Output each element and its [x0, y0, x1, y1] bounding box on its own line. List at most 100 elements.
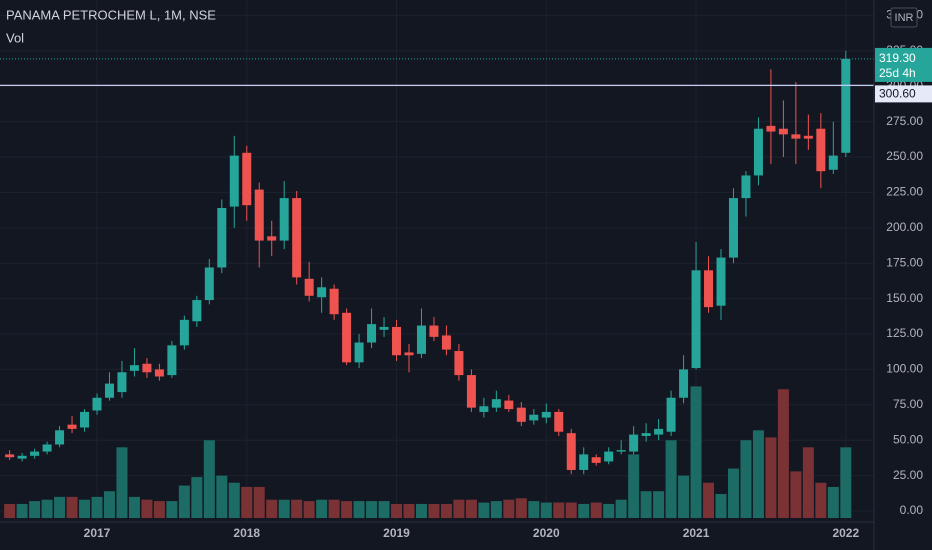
candle-body [179, 319, 189, 346]
candle-body [142, 363, 152, 373]
y-tick-label: 200.00 [886, 220, 923, 234]
volume-bar [66, 496, 78, 519]
y-tick-label: 25.00 [893, 468, 923, 482]
candle-body [566, 433, 576, 470]
candle-body [217, 208, 227, 268]
candle-body [741, 175, 751, 199]
x-tick-label: 2017 [84, 526, 111, 540]
candle-body [479, 406, 489, 412]
volume-bar [715, 494, 727, 519]
volume-bar [540, 502, 552, 519]
volume-bar [428, 503, 440, 519]
candle-body [304, 278, 314, 296]
volume-bar [690, 386, 702, 519]
candle-body [392, 326, 402, 356]
y-tick-label: 100.00 [886, 362, 923, 376]
candle-body [441, 335, 451, 350]
volume-bar [752, 430, 764, 519]
x-tick-label: 2021 [683, 526, 710, 540]
volume-bar [740, 440, 752, 519]
volume-bar [391, 503, 403, 519]
volume-bar [827, 486, 839, 519]
volume-bar [116, 447, 128, 519]
volume-bar [228, 482, 240, 519]
volume-bar [565, 502, 577, 519]
volume-bar [91, 496, 103, 519]
candle-body [816, 128, 826, 172]
candle-body [803, 135, 813, 139]
volume-bar [503, 499, 515, 519]
candle-body [42, 444, 52, 452]
candle-body [604, 451, 614, 462]
candle-body [416, 325, 426, 354]
candle-body [55, 430, 65, 445]
candle-body [317, 287, 327, 298]
volume-bar [103, 491, 115, 519]
volume-bar [328, 499, 340, 519]
candle-body [529, 414, 539, 421]
candle-body [342, 312, 352, 363]
candle-body [104, 383, 114, 398]
candle-body [454, 351, 464, 376]
candle-body [516, 407, 526, 422]
volume-bar [528, 501, 540, 519]
candle-body [5, 454, 15, 458]
y-tick-label: 75.00 [893, 397, 923, 411]
y-tick-label: 225.00 [886, 185, 923, 199]
volume-bar [353, 501, 365, 519]
candle-layer [5, 50, 851, 475]
volume-bar [54, 496, 66, 519]
volume-bar [578, 503, 590, 519]
volume-bar [278, 499, 290, 519]
volume-bar [79, 499, 91, 519]
candle-body [641, 433, 651, 436]
candle-body [354, 342, 364, 363]
candle-body [616, 450, 626, 452]
x-tick-label: 2020 [533, 526, 560, 540]
candle-body [466, 375, 476, 408]
volume-bar [653, 491, 665, 519]
volume-bar [378, 501, 390, 519]
volume-bar [29, 501, 41, 519]
candle-body [329, 288, 339, 315]
y-tick-label: 0.00 [900, 503, 924, 517]
candle-body [204, 267, 214, 301]
candle-body [591, 457, 601, 463]
candle-body [229, 155, 239, 207]
x-tick-label: 2022 [832, 526, 859, 540]
volume-bar [703, 482, 715, 519]
chart-title: PANAMA PETROCHEM L, 1M, NSE [6, 7, 216, 22]
volume-bar [403, 503, 415, 519]
countdown-label: 25d 4h [879, 66, 916, 80]
candle-body [728, 198, 738, 258]
candle-body [629, 434, 639, 452]
candle-body [666, 397, 676, 432]
candle-body [704, 270, 714, 308]
candle-body [117, 372, 127, 393]
candle-body [192, 300, 202, 322]
volume-bar [490, 501, 502, 519]
currency-box[interactable] [890, 7, 918, 28]
volume-bar [603, 503, 615, 519]
candle-body [242, 152, 252, 206]
candle-body [279, 198, 289, 241]
last-price-box [875, 47, 932, 82]
volume-bar [640, 491, 652, 519]
candle-body [17, 455, 27, 459]
volume-label: Vol [6, 30, 24, 45]
candle-body [828, 155, 838, 170]
volume-bar [253, 486, 265, 519]
candle-body [691, 270, 701, 369]
volume-bar [665, 440, 677, 519]
y-tick-label: 175.00 [886, 255, 923, 269]
candle-body [267, 236, 277, 241]
volume-bar [802, 447, 814, 519]
volume-bar [440, 503, 452, 519]
volume-bar [128, 496, 140, 519]
candle-body [379, 326, 389, 330]
volume-bar [316, 499, 328, 519]
candle-body [80, 411, 90, 428]
volume-bar [790, 471, 802, 519]
volume-bar [178, 485, 190, 519]
